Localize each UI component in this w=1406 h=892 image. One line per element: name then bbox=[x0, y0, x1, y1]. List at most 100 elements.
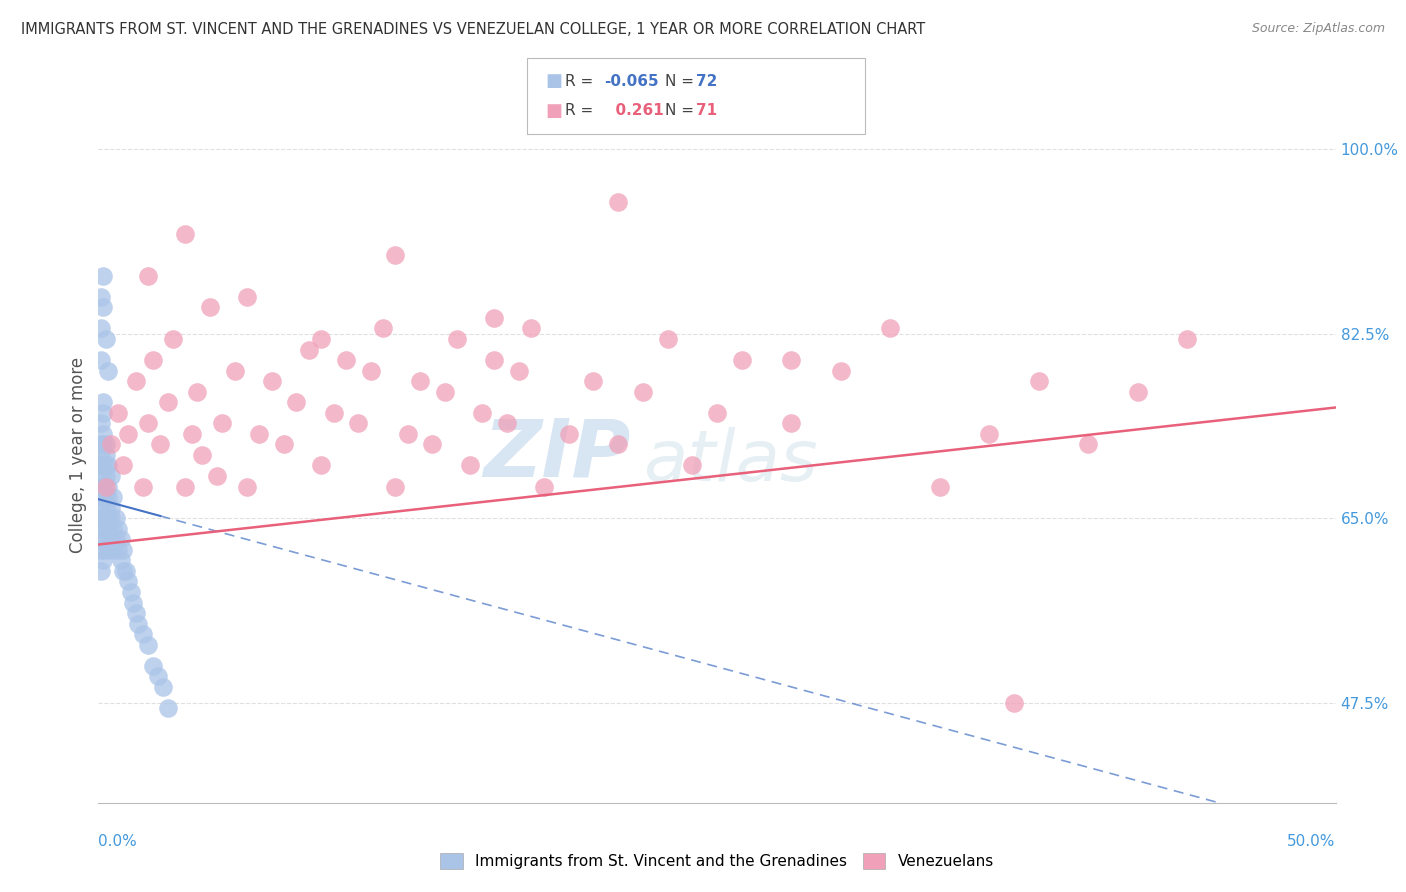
Text: 50.0%: 50.0% bbox=[1288, 834, 1336, 849]
Point bbox=[422, 437, 444, 451]
Text: ■: ■ bbox=[546, 102, 562, 120]
Point bbox=[93, 553, 115, 567]
Point bbox=[90, 533, 112, 547]
Text: ZIP: ZIP bbox=[484, 416, 630, 494]
Point bbox=[94, 332, 117, 346]
Point bbox=[174, 479, 197, 493]
Point bbox=[93, 542, 115, 557]
Point bbox=[186, 384, 208, 399]
Point bbox=[211, 417, 233, 431]
Point bbox=[979, 426, 1001, 441]
Point bbox=[162, 332, 184, 346]
Point bbox=[780, 353, 803, 368]
Point bbox=[471, 406, 494, 420]
Point bbox=[93, 479, 115, 493]
Point bbox=[93, 395, 115, 409]
Point bbox=[100, 469, 122, 483]
Text: N =: N = bbox=[665, 103, 695, 118]
Point bbox=[120, 585, 142, 599]
Point bbox=[260, 374, 283, 388]
Text: -0.065: -0.065 bbox=[605, 74, 659, 88]
Point bbox=[384, 247, 406, 261]
Point bbox=[152, 680, 174, 694]
Point bbox=[132, 479, 155, 493]
Point bbox=[433, 384, 456, 399]
Point bbox=[94, 437, 117, 451]
Point bbox=[582, 374, 605, 388]
Point bbox=[533, 479, 555, 493]
Point bbox=[309, 458, 332, 473]
Point bbox=[97, 490, 120, 504]
Point bbox=[94, 533, 117, 547]
Point bbox=[93, 301, 115, 315]
Point bbox=[93, 406, 115, 420]
Point bbox=[484, 353, 506, 368]
Point bbox=[132, 627, 155, 641]
Point bbox=[94, 469, 117, 483]
Y-axis label: College, 1 year or more: College, 1 year or more bbox=[69, 357, 87, 553]
Point bbox=[285, 395, 308, 409]
Point bbox=[181, 426, 204, 441]
Point bbox=[124, 374, 146, 388]
Point bbox=[127, 616, 149, 631]
Point bbox=[224, 363, 246, 377]
Point bbox=[90, 437, 112, 451]
Legend: Immigrants from St. Vincent and the Grenadines, Venezuelans: Immigrants from St. Vincent and the Gren… bbox=[434, 847, 1000, 875]
Point bbox=[458, 458, 481, 473]
Point bbox=[384, 479, 406, 493]
Point bbox=[360, 363, 382, 377]
Point bbox=[122, 595, 145, 609]
Point bbox=[136, 638, 159, 652]
Text: IMMIGRANTS FROM ST. VINCENT AND THE GRENADINES VS VENEZUELAN COLLEGE, 1 YEAR OR : IMMIGRANTS FROM ST. VINCENT AND THE GREN… bbox=[21, 22, 925, 37]
Text: N =: N = bbox=[665, 74, 695, 88]
Point bbox=[174, 227, 197, 241]
Text: R =: R = bbox=[565, 74, 593, 88]
Text: R =: R = bbox=[565, 103, 593, 118]
Point bbox=[371, 321, 394, 335]
Point bbox=[780, 417, 803, 431]
Point bbox=[309, 332, 332, 346]
Point bbox=[97, 542, 120, 557]
Point bbox=[103, 522, 125, 536]
Point bbox=[93, 437, 115, 451]
Point bbox=[90, 321, 112, 335]
Point bbox=[100, 511, 122, 525]
Text: 72: 72 bbox=[696, 74, 717, 88]
Point bbox=[1077, 437, 1099, 451]
Text: ■: ■ bbox=[546, 72, 562, 90]
Point bbox=[607, 437, 630, 451]
Point bbox=[90, 479, 112, 493]
Point bbox=[107, 406, 129, 420]
Point bbox=[97, 363, 120, 377]
Point bbox=[112, 564, 135, 578]
Point bbox=[112, 458, 135, 473]
Point bbox=[90, 542, 112, 557]
Point bbox=[90, 353, 112, 368]
Point bbox=[142, 353, 165, 368]
Point bbox=[446, 332, 468, 346]
Point bbox=[90, 448, 112, 462]
Point bbox=[100, 533, 122, 547]
Point bbox=[100, 500, 122, 515]
Point bbox=[97, 479, 120, 493]
Point bbox=[142, 658, 165, 673]
Point bbox=[1175, 332, 1198, 346]
Point bbox=[107, 542, 129, 557]
Point bbox=[731, 353, 754, 368]
Point bbox=[136, 417, 159, 431]
Point bbox=[1028, 374, 1050, 388]
Text: 0.0%: 0.0% bbox=[98, 834, 138, 849]
Point bbox=[104, 511, 127, 525]
Point bbox=[657, 332, 679, 346]
Point bbox=[114, 564, 136, 578]
Point bbox=[1126, 384, 1149, 399]
Point bbox=[191, 448, 214, 462]
Point bbox=[156, 701, 179, 715]
Point bbox=[97, 522, 120, 536]
Point bbox=[236, 290, 259, 304]
Point bbox=[94, 458, 117, 473]
Point bbox=[928, 479, 950, 493]
Point bbox=[93, 490, 115, 504]
Point bbox=[93, 268, 115, 283]
Point bbox=[706, 406, 728, 420]
